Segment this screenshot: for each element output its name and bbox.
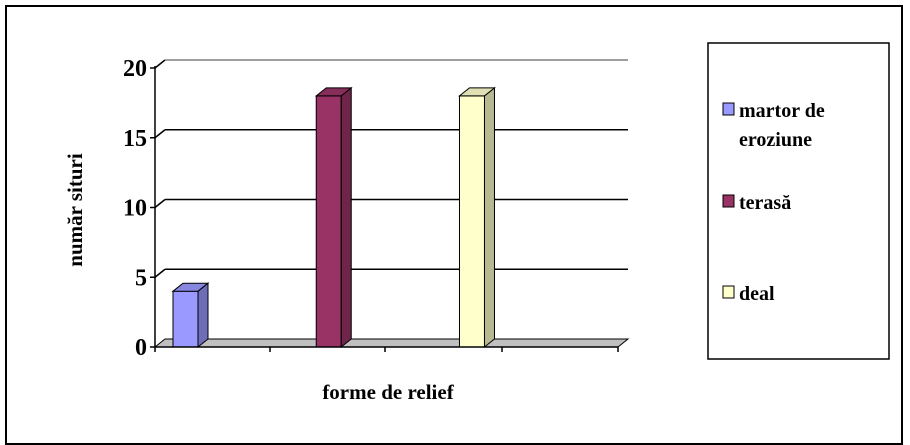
bars xyxy=(171,86,496,349)
bar-martor-de-eroziune xyxy=(171,282,210,349)
legend-swatch xyxy=(722,102,735,116)
bar-front xyxy=(172,290,199,348)
grid-depth-line xyxy=(154,268,166,278)
bar-side xyxy=(197,282,209,349)
bar-terasă xyxy=(314,86,353,349)
bar-top xyxy=(458,87,496,97)
bar-side xyxy=(483,86,495,349)
y-tick-label: 15 xyxy=(123,126,147,152)
legend-label: terasă xyxy=(739,192,791,214)
grid-depth-line xyxy=(154,198,166,209)
legend: martor de eroziune terasă deal xyxy=(707,42,890,360)
chart-floor xyxy=(153,338,630,348)
bar-front xyxy=(458,95,485,348)
bar-side xyxy=(340,86,352,349)
y-tick-label: 5 xyxy=(135,265,147,291)
legend-swatch xyxy=(722,194,735,208)
y-tick-label: 10 xyxy=(123,196,147,222)
legend-label: deal xyxy=(739,283,775,305)
y-axis-title: număr situri xyxy=(63,153,87,267)
bar-front xyxy=(315,95,342,348)
grid-depth-line xyxy=(154,129,166,139)
floor-plane xyxy=(153,338,630,348)
y-tick-label: 0 xyxy=(135,335,147,361)
legend-label: martor de eroziune xyxy=(739,100,825,151)
grid-depth-line xyxy=(154,59,166,69)
y-tick-labels: 0 5 10 15 20 xyxy=(123,56,147,361)
y-tick-label: 20 xyxy=(123,56,147,82)
bar-deal xyxy=(458,86,496,349)
bar-top xyxy=(314,87,353,97)
legend-box xyxy=(707,42,890,360)
axes xyxy=(150,66,619,352)
bar-chart: 0 5 10 15 20 număr situri forme de relief ma… xyxy=(63,42,890,404)
gridlines xyxy=(154,59,628,278)
x-axis-title: forme de relief xyxy=(322,380,454,404)
bar-top xyxy=(171,282,210,292)
legend-swatch xyxy=(722,285,735,299)
